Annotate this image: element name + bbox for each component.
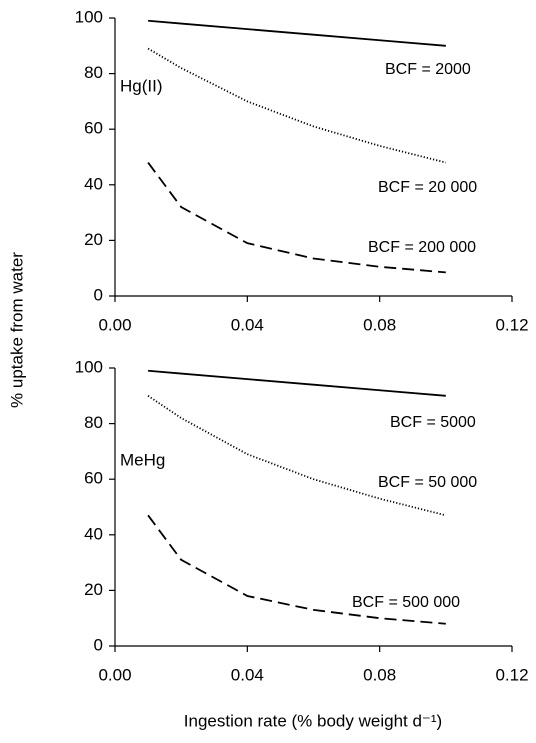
x-axis-label: Ingestion rate (% body weight d⁻¹) — [184, 711, 442, 730]
data-line — [148, 369, 446, 397]
x-tick-label: 0.08 — [363, 315, 396, 334]
line-label: BCF = 20 000 — [378, 179, 477, 196]
y-tick-label: 40 — [84, 524, 103, 543]
x-tick-label: 0.00 — [98, 665, 131, 684]
line-label: BCF = 200 000 — [368, 239, 476, 256]
y-tick-label: 60 — [84, 469, 103, 488]
y-tick-label: 40 — [84, 174, 103, 193]
y-tick-label: 80 — [84, 63, 103, 82]
x-tick-label: 0.04 — [231, 665, 264, 684]
x-tick-label: 0.00 — [98, 315, 131, 334]
line-label: BCF = 50 000 — [378, 474, 477, 491]
x-tick-label: 0.12 — [495, 665, 528, 684]
y-tick-label: 0 — [94, 285, 103, 304]
x-tick-label: 0.12 — [495, 315, 528, 334]
y-tick-label: 20 — [84, 230, 103, 249]
y-tick-label: 80 — [84, 413, 103, 432]
panel-label: Hg(II) — [120, 76, 163, 95]
y-tick-label: 100 — [75, 357, 103, 376]
x-tick-label: 0.08 — [363, 665, 396, 684]
x-tick-label: 0.04 — [231, 315, 264, 334]
y-tick-label: 100 — [75, 7, 103, 26]
data-line — [147, 514, 446, 625]
y-tick-label: 20 — [84, 580, 103, 599]
line-label: BCF = 2000 — [385, 61, 471, 78]
data-line — [148, 19, 446, 47]
y-tick-label: 0 — [94, 635, 103, 654]
y-axis-label: % uptake from water — [7, 252, 26, 408]
data-line — [147, 162, 446, 274]
line-label: BCF = 5000 — [390, 414, 476, 431]
y-tick-label: 60 — [84, 119, 103, 138]
line-label: BCF = 500 000 — [352, 594, 460, 611]
panel-label: MeHg — [120, 450, 165, 469]
data-line — [147, 47, 447, 164]
data-line — [147, 395, 447, 517]
